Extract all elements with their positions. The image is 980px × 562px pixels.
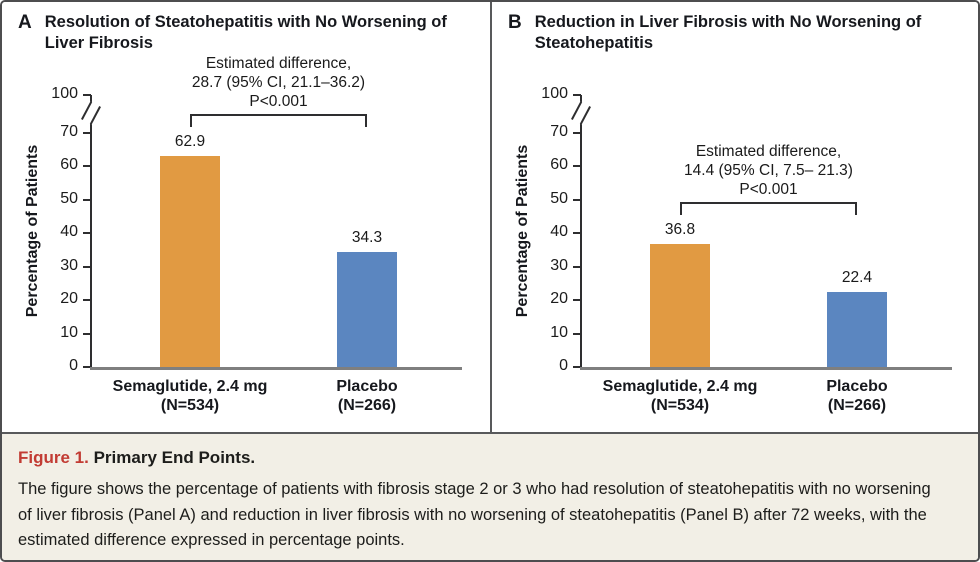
y-tick-mark	[83, 366, 91, 368]
caption-body: The figure shows the percentage of patie…	[18, 480, 931, 549]
y-tick-mark	[573, 299, 581, 301]
y-tick-label: 70	[60, 122, 78, 140]
y-tick-label: 100	[51, 85, 78, 102]
y-tick-mark	[83, 332, 91, 335]
y-tick-mark	[83, 94, 91, 96]
x-category-n: (N=266)	[827, 397, 887, 414]
x-category-label-semaglutide: Semaglutide, 2.4 mg (N=534)	[80, 377, 300, 415]
panel-a-plot: 0 10 20 30 40 50 60 70 100 62.9 Semaglutide, 2.4 m…	[2, 2, 490, 432]
bar-value-label-semaglutide: 62.9	[174, 133, 206, 151]
y-tick-mark	[83, 232, 91, 234]
x-category-n: (N=534)	[160, 397, 220, 414]
panel-a-title: Resolution of Steatohepatitis with No Wo…	[45, 12, 447, 54]
bar-placebo	[827, 291, 887, 367]
panel-b-header: B Reduction in Liver Fibrosis with No Wo…	[508, 12, 921, 54]
y-tick-label: 10	[550, 323, 568, 341]
x-category-label-placebo: Placebo (N=266)	[747, 377, 967, 415]
y-tick-mark	[573, 332, 581, 335]
x-category-n: (N=266)	[337, 397, 397, 414]
comparison-bracket	[680, 201, 857, 215]
y-tick-mark	[573, 198, 581, 201]
figure-caption: Figure 1. Primary End Points. The figure…	[2, 432, 978, 560]
bar-value-label-placebo: 22.4	[841, 268, 873, 286]
x-category-name: Semaglutide, 2.4 mg	[112, 378, 268, 395]
y-tick-label: 60	[550, 156, 568, 173]
x-category-label-placebo: Placebo (N=266)	[257, 377, 477, 415]
y-tick-mark	[83, 198, 91, 201]
x-category-name: Placebo	[336, 378, 398, 395]
figure-number-label: Figure 1.	[18, 448, 89, 467]
y-tick-mark	[83, 165, 91, 167]
y-tick-label: 20	[550, 290, 568, 307]
x-category-label-semaglutide: Semaglutide, 2.4 mg (N=534)	[570, 377, 790, 415]
y-tick-mark	[573, 232, 581, 234]
bar-semaglutide	[650, 243, 710, 367]
y-tick-label: 0	[559, 357, 568, 374]
panel-a-letter: A	[18, 12, 32, 33]
x-category-n: (N=534)	[650, 397, 710, 414]
y-tick-mark	[83, 299, 91, 301]
panel-divider	[490, 2, 492, 432]
panel-title-line: Resolution of Steatohepatitis with No Wo…	[44, 13, 447, 31]
bar-value-label-placebo: 34.3	[351, 229, 383, 247]
estimated-difference-annotation: Estimated difference, 14.4 (95% CI, 7.5– …	[604, 142, 934, 199]
estimated-difference-annotation: Estimated difference, 28.7 (95% CI, 21.1–…	[114, 54, 444, 111]
y-tick-label: 100	[541, 85, 568, 102]
chart-region: A Resolution of Steatohepatitis with No …	[2, 2, 978, 432]
panel-b-letter: B	[508, 12, 522, 33]
y-axis-line	[580, 95, 582, 370]
bar-value-label-semaglutide: 36.8	[664, 220, 696, 238]
x-category-name: Semaglutide, 2.4 mg	[602, 378, 758, 395]
annotation-line: P<0.001	[739, 180, 798, 198]
y-tick-mark	[573, 131, 581, 134]
caption-heading: Figure 1. Primary End Points.	[18, 447, 962, 468]
y-tick-label: 50	[550, 189, 568, 207]
y-axis-break	[81, 101, 101, 125]
annotation-line: Estimated difference,	[205, 55, 352, 73]
x-axis-baseline	[580, 367, 952, 370]
y-tick-label: 40	[550, 223, 568, 240]
panel-title-line: Steatohepatitis	[534, 34, 654, 52]
y-axis-line	[90, 95, 92, 370]
y-tick-label: 60	[60, 156, 78, 173]
annotation-line: 28.7 (95% CI, 21.1–36.2)	[191, 74, 366, 92]
y-axis-break	[571, 101, 591, 125]
y-tick-label: 40	[60, 223, 78, 240]
y-tick-label: 30	[60, 256, 78, 274]
panel-b-plot: 0 10 20 30 40 50 60 70 100 36.8 Semaglutide, 2.4 m…	[492, 2, 978, 432]
y-tick-mark	[83, 131, 91, 134]
panel-a-header: A Resolution of Steatohepatitis with No …	[18, 12, 447, 54]
y-tick-label: 70	[550, 122, 568, 140]
panel-title-line: Reduction in Liver Fibrosis with No Wors…	[534, 13, 922, 31]
panel-a: A Resolution of Steatohepatitis with No …	[2, 2, 490, 432]
x-category-name: Placebo	[826, 378, 888, 395]
y-tick-label: 20	[60, 290, 78, 307]
y-tick-label: 30	[550, 256, 568, 274]
panel-b: B Reduction in Liver Fibrosis with No Wo…	[492, 2, 978, 432]
comparison-bracket	[190, 114, 367, 128]
y-tick-mark	[573, 94, 581, 96]
y-tick-label: 10	[60, 323, 78, 341]
y-tick-mark	[573, 165, 581, 167]
y-tick-label: 50	[60, 189, 78, 207]
y-tick-mark	[573, 265, 581, 268]
y-tick-mark	[83, 265, 91, 268]
y-tick-label: 0	[69, 357, 78, 374]
annotation-line: 14.4 (95% CI, 7.5– 21.3)	[684, 161, 853, 179]
annotation-line: Estimated difference,	[695, 142, 842, 160]
figure-title: Primary End Points.	[93, 448, 256, 467]
x-axis-baseline	[90, 367, 462, 370]
bar-semaglutide	[160, 156, 220, 367]
panel-b-title: Reduction in Liver Fibrosis with No Wors…	[535, 12, 922, 54]
y-tick-mark	[573, 366, 581, 368]
panel-title-line: Liver Fibrosis	[44, 34, 153, 52]
annotation-line: P<0.001	[249, 93, 308, 111]
bar-placebo	[337, 252, 397, 367]
